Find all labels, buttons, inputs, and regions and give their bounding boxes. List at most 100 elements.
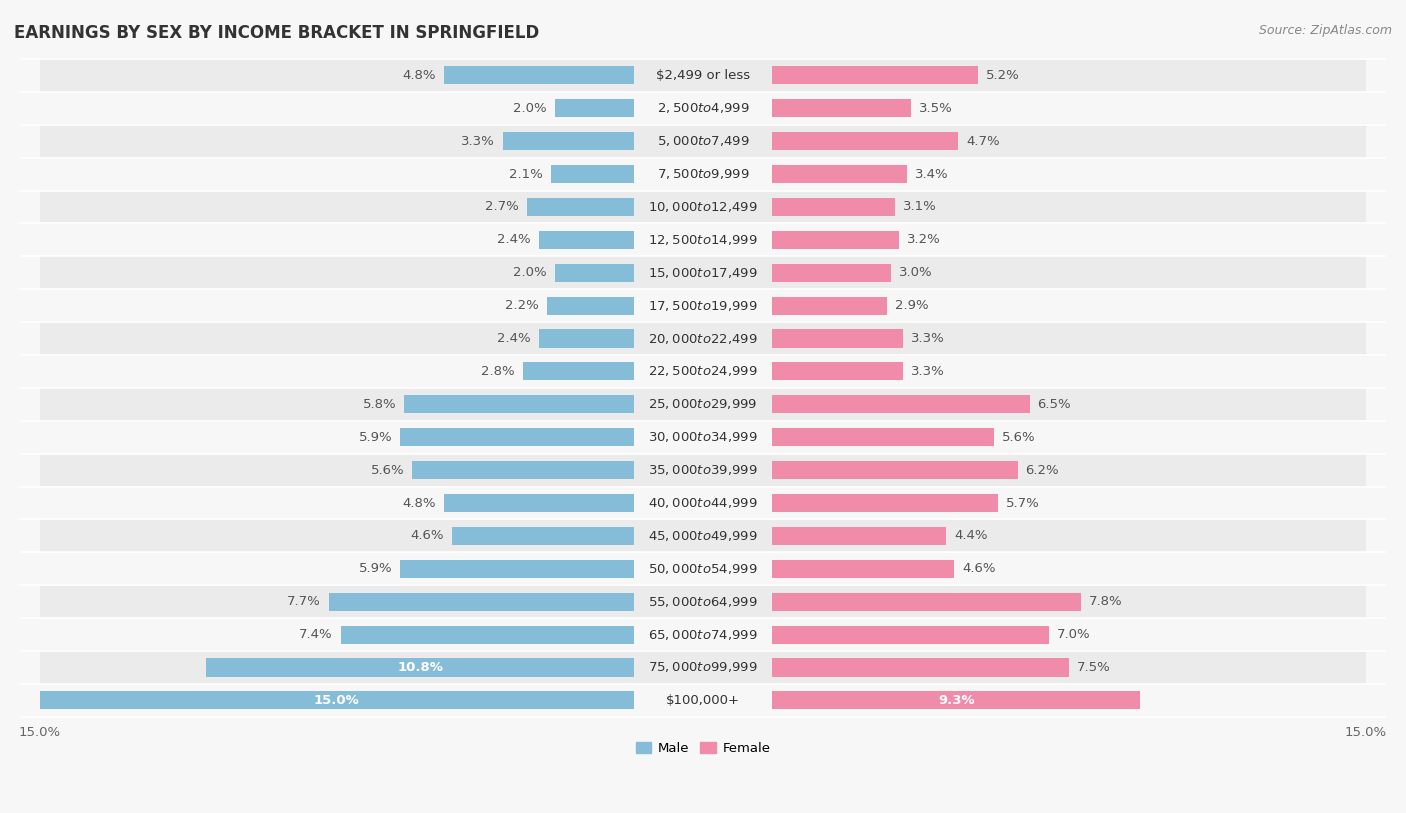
Text: $55,000 to $64,999: $55,000 to $64,999 (648, 594, 758, 609)
Text: 4.6%: 4.6% (962, 563, 995, 576)
Bar (772, 363, 903, 380)
Bar (39, 454, 1367, 486)
Bar (772, 527, 946, 545)
Text: EARNINGS BY SEX BY INCOME BRACKET IN SPRINGFIELD: EARNINGS BY SEX BY INCOME BRACKET IN SPR… (14, 24, 540, 42)
Text: 10.8%: 10.8% (396, 661, 443, 674)
Text: $12,500 to $14,999: $12,500 to $14,999 (648, 233, 758, 247)
Bar (772, 165, 907, 183)
Text: 7.8%: 7.8% (1088, 595, 1122, 608)
Text: 2.2%: 2.2% (505, 299, 538, 312)
Bar (503, 133, 634, 150)
Text: 4.7%: 4.7% (966, 135, 1000, 148)
Text: 7.4%: 7.4% (299, 628, 333, 641)
Text: 6.2%: 6.2% (1025, 463, 1059, 476)
Bar (772, 231, 898, 249)
Bar (451, 527, 634, 545)
Text: 5.9%: 5.9% (359, 563, 392, 576)
Bar (412, 461, 634, 479)
Bar (444, 494, 634, 512)
Bar (39, 224, 1367, 256)
Text: 4.6%: 4.6% (411, 529, 444, 542)
Bar (772, 67, 979, 85)
Text: $20,000 to $22,499: $20,000 to $22,499 (648, 332, 758, 346)
Bar (772, 99, 911, 117)
Bar (527, 198, 634, 216)
Text: $30,000 to $34,999: $30,000 to $34,999 (648, 430, 758, 444)
Text: 3.1%: 3.1% (903, 201, 936, 214)
Bar (772, 133, 959, 150)
Bar (772, 494, 998, 512)
Bar (772, 461, 1018, 479)
Bar (551, 165, 634, 183)
Bar (329, 593, 634, 611)
Text: $2,500 to $4,999: $2,500 to $4,999 (657, 102, 749, 115)
Bar (772, 593, 1081, 611)
Text: $40,000 to $44,999: $40,000 to $44,999 (648, 496, 758, 510)
Text: 4.8%: 4.8% (402, 497, 436, 510)
Text: $15,000 to $17,499: $15,000 to $17,499 (648, 266, 758, 280)
Text: 9.3%: 9.3% (938, 693, 974, 706)
Text: 2.7%: 2.7% (485, 201, 519, 214)
Text: 2.9%: 2.9% (896, 299, 928, 312)
Text: 3.3%: 3.3% (911, 365, 945, 378)
Bar (444, 67, 634, 85)
Bar (772, 329, 903, 348)
Bar (772, 297, 887, 315)
Bar (39, 388, 1367, 421)
Bar (39, 684, 1367, 717)
Text: 2.8%: 2.8% (481, 365, 515, 378)
Bar (554, 99, 634, 117)
Bar (401, 428, 634, 446)
Bar (39, 552, 1367, 585)
Text: $2,499 or less: $2,499 or less (657, 69, 749, 82)
Text: $10,000 to $12,499: $10,000 to $12,499 (648, 200, 758, 214)
Text: $45,000 to $49,999: $45,000 to $49,999 (648, 529, 758, 543)
Bar (39, 256, 1367, 289)
Text: $100,000+: $100,000+ (666, 693, 740, 706)
Text: 2.0%: 2.0% (513, 102, 547, 115)
Bar (772, 263, 891, 282)
Text: 5.7%: 5.7% (1005, 497, 1039, 510)
Bar (39, 190, 1367, 224)
Bar (523, 363, 634, 380)
Text: $17,500 to $19,999: $17,500 to $19,999 (648, 298, 758, 313)
Bar (39, 322, 1367, 355)
Bar (39, 421, 1367, 454)
Bar (39, 158, 1367, 190)
Bar (39, 59, 1367, 92)
Text: 5.2%: 5.2% (986, 69, 1019, 82)
Bar (772, 198, 896, 216)
Text: 7.0%: 7.0% (1057, 628, 1091, 641)
Text: $7,500 to $9,999: $7,500 to $9,999 (657, 167, 749, 181)
Text: 3.0%: 3.0% (898, 266, 932, 279)
Text: 2.4%: 2.4% (498, 233, 531, 246)
Bar (39, 289, 1367, 322)
Bar (39, 585, 1367, 618)
Bar (401, 560, 634, 578)
Bar (772, 428, 994, 446)
Text: 2.1%: 2.1% (509, 167, 543, 180)
Bar (39, 486, 1367, 520)
Bar (39, 520, 1367, 552)
Text: 3.3%: 3.3% (911, 332, 945, 345)
Text: 7.7%: 7.7% (287, 595, 321, 608)
Text: 7.5%: 7.5% (1077, 661, 1111, 674)
Bar (538, 231, 634, 249)
Text: 15.0%: 15.0% (314, 693, 360, 706)
Text: 4.8%: 4.8% (402, 69, 436, 82)
Text: 2.4%: 2.4% (498, 332, 531, 345)
Bar (39, 124, 1367, 158)
Text: $35,000 to $39,999: $35,000 to $39,999 (648, 463, 758, 477)
Text: Source: ZipAtlas.com: Source: ZipAtlas.com (1258, 24, 1392, 37)
Text: 4.4%: 4.4% (955, 529, 988, 542)
Text: $22,500 to $24,999: $22,500 to $24,999 (648, 364, 758, 378)
Text: $65,000 to $74,999: $65,000 to $74,999 (648, 628, 758, 641)
Text: 3.3%: 3.3% (461, 135, 495, 148)
Text: $50,000 to $54,999: $50,000 to $54,999 (648, 562, 758, 576)
Bar (772, 691, 1140, 710)
Bar (772, 625, 1049, 644)
Text: 3.5%: 3.5% (918, 102, 952, 115)
Bar (547, 297, 634, 315)
Bar (772, 659, 1069, 676)
Bar (554, 263, 634, 282)
